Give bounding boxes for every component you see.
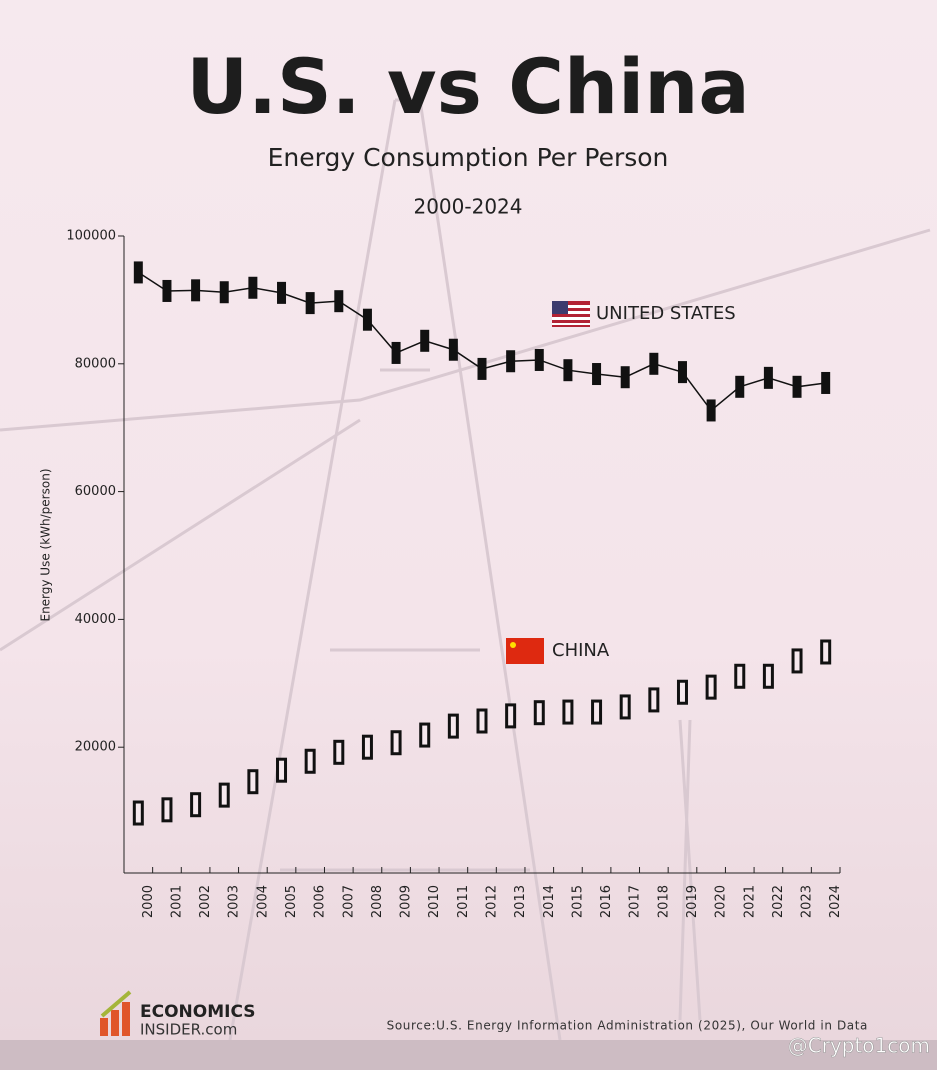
- data-box: [476, 708, 488, 734]
- data-box: [362, 308, 372, 331]
- x-tick-label: 2019: [685, 885, 700, 918]
- data-box: [505, 703, 517, 729]
- data-box: [705, 674, 717, 700]
- x-tick-label: 2006: [313, 885, 328, 918]
- x-tick-label: 2023: [800, 885, 815, 918]
- x-tick-label: 2008: [370, 885, 385, 918]
- x-tick-label: 2024: [828, 885, 843, 918]
- x-tick-label: 2001: [169, 885, 184, 918]
- x-tick-label: 2015: [570, 885, 585, 918]
- data-box: [591, 699, 603, 725]
- data-box: [677, 361, 687, 384]
- x-tick-label: 2004: [255, 885, 270, 918]
- data-box: [248, 276, 258, 299]
- data-box: [649, 352, 659, 375]
- x-tick-label: 2017: [628, 885, 643, 918]
- data-box: [648, 687, 660, 713]
- y-axis-label: Energy Use (kWh/person): [39, 468, 53, 621]
- x-tick-label: 2010: [427, 885, 442, 918]
- data-box: [191, 279, 201, 302]
- china-flag: [506, 638, 544, 664]
- tower-decoration: [0, 98, 931, 1041]
- subtitle: Energy Consumption Per Person: [268, 143, 669, 172]
- data-box: [676, 679, 688, 705]
- logo-text: INSIDER.com: [140, 1021, 237, 1039]
- x-tick-label: 2011: [456, 885, 471, 918]
- data-box: [218, 782, 230, 808]
- data-box: [762, 663, 774, 689]
- data-box: [190, 792, 202, 818]
- ground: [0, 1040, 937, 1070]
- x-tick-label: 2014: [542, 885, 557, 918]
- x-tick-label: 2009: [399, 885, 414, 918]
- data-box: [448, 338, 458, 361]
- data-box: [305, 292, 315, 315]
- x-tick-label: 2018: [656, 885, 671, 918]
- x-tick-label: 2002: [198, 885, 213, 918]
- data-box: [792, 375, 802, 398]
- legend-label: UNITED STATES: [596, 303, 736, 324]
- data-box: [763, 366, 773, 389]
- y-tick-label: 20000: [75, 740, 116, 755]
- data-box: [735, 375, 745, 398]
- x-tick-label: 2022: [771, 885, 786, 918]
- source: Source:U.S. Energy Information Administr…: [387, 1019, 868, 1033]
- title: U.S. vs China: [186, 42, 749, 131]
- data-box: [390, 730, 402, 756]
- data-box: [592, 363, 602, 386]
- data-box: [161, 797, 173, 823]
- period: 2000-2024: [413, 195, 522, 219]
- data-box: [162, 279, 172, 302]
- legend-label: CHINA: [552, 640, 610, 661]
- x-tick-label: 2003: [227, 885, 242, 918]
- data-box: [706, 399, 716, 422]
- data-box: [419, 722, 431, 748]
- data-box: [534, 348, 544, 371]
- y-tick-label: 100000: [66, 229, 116, 244]
- data-box: [447, 713, 459, 739]
- data-box: [477, 357, 487, 380]
- x-tick-label: 2005: [284, 885, 299, 918]
- data-box: [277, 281, 287, 304]
- data-box: [506, 350, 516, 373]
- data-box: [247, 769, 259, 795]
- data-box: [420, 329, 430, 352]
- data-box: [361, 734, 373, 760]
- data-box: [304, 748, 316, 774]
- logo: [100, 990, 132, 1036]
- us-flag: [552, 301, 590, 327]
- data-box: [563, 359, 573, 382]
- data-box: [562, 699, 574, 725]
- data-box: [533, 700, 545, 726]
- data-box: [219, 281, 229, 304]
- y-tick-label: 40000: [75, 612, 116, 627]
- data-box: [133, 261, 143, 284]
- y-tick-label: 60000: [75, 484, 116, 499]
- data-box: [334, 290, 344, 313]
- x-tick-label: 2000: [141, 885, 156, 918]
- x-tick-label: 2020: [714, 885, 729, 918]
- x-tick-label: 2016: [599, 885, 614, 918]
- x-tick-label: 2013: [513, 885, 528, 918]
- data-box: [821, 371, 831, 394]
- data-box: [791, 648, 803, 674]
- x-tick-label: 2012: [485, 885, 500, 918]
- data-box: [620, 366, 630, 389]
- logo-text: ECONOMICS: [140, 1002, 256, 1022]
- data-box: [619, 694, 631, 720]
- data-box: [132, 800, 144, 826]
- y-tick-label: 80000: [75, 356, 116, 371]
- x-tick-label: 2007: [341, 885, 356, 918]
- x-tick-label: 2021: [742, 885, 757, 918]
- watermark: @Crypto1com: [788, 1034, 930, 1058]
- data-box: [820, 639, 832, 665]
- data-box: [391, 341, 401, 364]
- data-box: [276, 757, 288, 783]
- data-box: [333, 739, 345, 765]
- data-box: [734, 663, 746, 689]
